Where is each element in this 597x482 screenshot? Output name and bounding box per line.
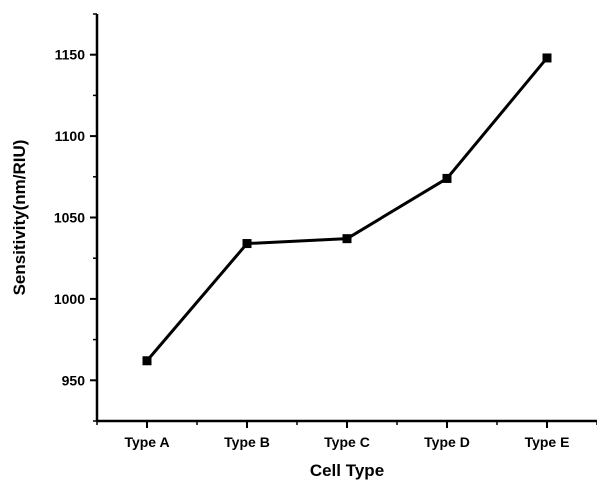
- x-tick-label: Type D: [424, 434, 470, 450]
- data-series: [142, 53, 552, 366]
- data-point-marker: [442, 173, 452, 183]
- data-point-marker: [542, 53, 552, 63]
- series-line: [145, 56, 549, 362]
- data-point-marker: [142, 356, 152, 366]
- data-point-marker: [342, 234, 352, 244]
- plot-frame: [95, 14, 597, 423]
- y-tick-label: 1000: [54, 291, 85, 307]
- y-axis-title: Sensitivity(nm/RIU): [10, 140, 29, 296]
- x-axis-ticks: Type A Type B Type C Type D Type E: [96, 421, 597, 450]
- x-tick-label: Type E: [525, 434, 570, 450]
- x-axis-title: Cell Type: [310, 461, 384, 480]
- y-tick-label: 1150: [55, 47, 86, 63]
- y-axis-ticks: 950 1000 1050 1100 1150: [54, 13, 97, 422]
- y-tick-label: 1050: [54, 210, 85, 226]
- x-tick-label: Type A: [124, 434, 169, 450]
- y-tick-label: 950: [62, 372, 86, 388]
- y-tick-label: 1100: [55, 128, 86, 144]
- x-tick-label: Type B: [224, 434, 270, 450]
- x-tick-label: Type C: [324, 434, 370, 450]
- data-point-marker: [242, 239, 252, 249]
